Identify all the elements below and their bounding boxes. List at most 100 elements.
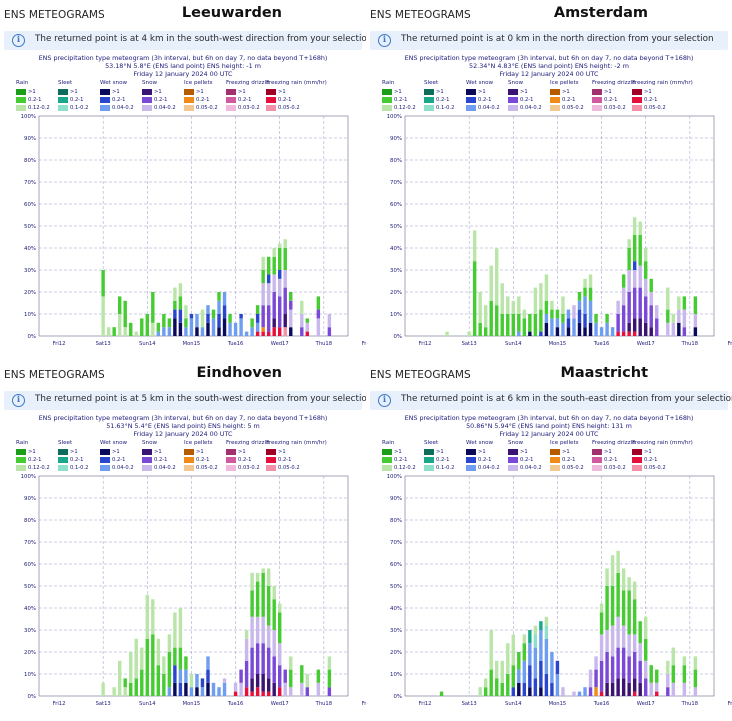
legend-swatch	[266, 465, 276, 471]
legend-label: 0.2-1	[562, 97, 576, 103]
legend-swatch	[58, 105, 68, 111]
bar-segment	[539, 630, 543, 661]
bar-segment	[184, 656, 188, 670]
legend-label: 0.2-1	[238, 97, 252, 103]
bar-segment	[572, 691, 576, 696]
bar-segment	[649, 305, 653, 328]
bar-segment	[632, 634, 637, 652]
legend-group-name: Freezing drizzle	[592, 440, 636, 446]
legend-swatch	[382, 449, 392, 455]
bar-segment	[255, 572, 260, 582]
bar-segment	[250, 572, 254, 591]
info-icon: i	[378, 34, 391, 47]
legend-label: 0.05-0.2	[644, 465, 666, 471]
legend-group-name: Ice pellets	[184, 440, 213, 446]
bar-segment	[211, 318, 216, 336]
bar-segment	[682, 682, 687, 696]
legend-swatch	[266, 97, 276, 103]
bar-segment	[300, 327, 304, 336]
bar-segment	[173, 287, 177, 301]
bar-segment	[627, 682, 631, 696]
bar-segment	[550, 300, 554, 310]
bar-segment	[544, 625, 549, 639]
legend-label: >1	[394, 89, 402, 95]
bar-segment	[561, 687, 565, 696]
bar-segment	[278, 612, 282, 644]
chart-title1: ENS precipitation type meteogram (3h int…	[404, 54, 694, 62]
legend-swatch	[142, 97, 152, 103]
legend-label: >1	[436, 89, 444, 95]
legend-swatch	[382, 97, 392, 103]
bar-segment	[610, 625, 615, 657]
bar-segment	[632, 261, 637, 270]
bar-segment	[222, 305, 227, 319]
bar-segment	[195, 674, 199, 688]
legend-group-name: Freezing rain (mm/hr)	[266, 80, 327, 86]
bar-segment	[261, 305, 265, 328]
x-tick-label: Wed17	[637, 341, 655, 347]
legend-swatch	[466, 105, 476, 111]
bar-segment	[239, 682, 243, 696]
bar-segment	[583, 296, 587, 314]
bar-segment	[621, 305, 626, 332]
bar-segment	[228, 314, 232, 323]
bar-segment	[189, 687, 194, 696]
bar-segment	[638, 318, 642, 336]
bar-segment	[272, 248, 276, 257]
bar-segment	[638, 265, 642, 288]
bar-segment	[500, 283, 504, 314]
bar-segment	[222, 318, 227, 336]
y-tick-label: 30%	[390, 268, 402, 274]
legend-swatch	[58, 89, 68, 95]
bar-segment	[483, 327, 488, 336]
legend-label: 0.2-1	[278, 97, 292, 103]
legend-group-name: Ice pellets	[550, 440, 579, 446]
y-tick-label: 100%	[21, 474, 36, 480]
bar-segment	[539, 621, 543, 630]
bar-segment	[577, 322, 582, 336]
bar-segment	[666, 687, 670, 696]
bar-segment	[278, 278, 282, 297]
x-tick-label: Fri12	[53, 701, 66, 707]
legend-swatch	[266, 105, 276, 111]
bar-segment	[627, 331, 631, 336]
bar-segment	[206, 322, 210, 336]
chart-title2: 52.34°N 4.83°E (ENS land point) ENS heig…	[469, 62, 629, 71]
bar-segment	[289, 309, 293, 328]
bar-segment	[250, 616, 254, 648]
x-tick-label: Fri19	[362, 341, 366, 347]
legend-label: 0.2-1	[28, 457, 42, 463]
legend-label: 0.2-1	[478, 457, 492, 463]
bar-segment	[266, 283, 271, 306]
bar-segment	[682, 296, 687, 310]
x-tick-label: Tue16	[227, 341, 243, 347]
y-tick-label: 80%	[390, 158, 402, 164]
bar-segment	[655, 318, 659, 336]
info-icon: i	[12, 394, 25, 407]
bar-segment	[517, 669, 521, 683]
x-tick-label: Tue16	[227, 701, 243, 707]
bar-segment	[289, 687, 293, 696]
legend-label: 0.04-0.2	[520, 105, 542, 111]
legend-swatch	[100, 449, 110, 455]
x-tick-label: Sun14	[505, 341, 522, 347]
chart-title2: 50.86°N 5.94°E (ENS land point) ENS heig…	[466, 422, 632, 431]
bar-segment	[156, 331, 161, 336]
legend-swatch	[184, 449, 194, 455]
bar-segment	[550, 682, 554, 696]
y-tick-label: 90%	[390, 136, 402, 142]
x-tick-label: Thu18	[315, 341, 332, 347]
legend-label: >1	[70, 449, 78, 455]
legend-swatch	[142, 89, 152, 95]
bar-segment	[156, 322, 161, 332]
bar-segment	[478, 292, 482, 323]
bar-segment	[621, 287, 626, 306]
bar-segment	[173, 318, 177, 336]
chart-title1: ENS precipitation type meteogram (3h int…	[38, 414, 328, 422]
bar-segment	[151, 634, 155, 696]
bar-segment	[638, 643, 642, 661]
bar-segment	[255, 305, 260, 314]
bar-segment	[167, 634, 172, 652]
bar-segment	[217, 292, 221, 301]
bar-segment	[677, 309, 681, 323]
